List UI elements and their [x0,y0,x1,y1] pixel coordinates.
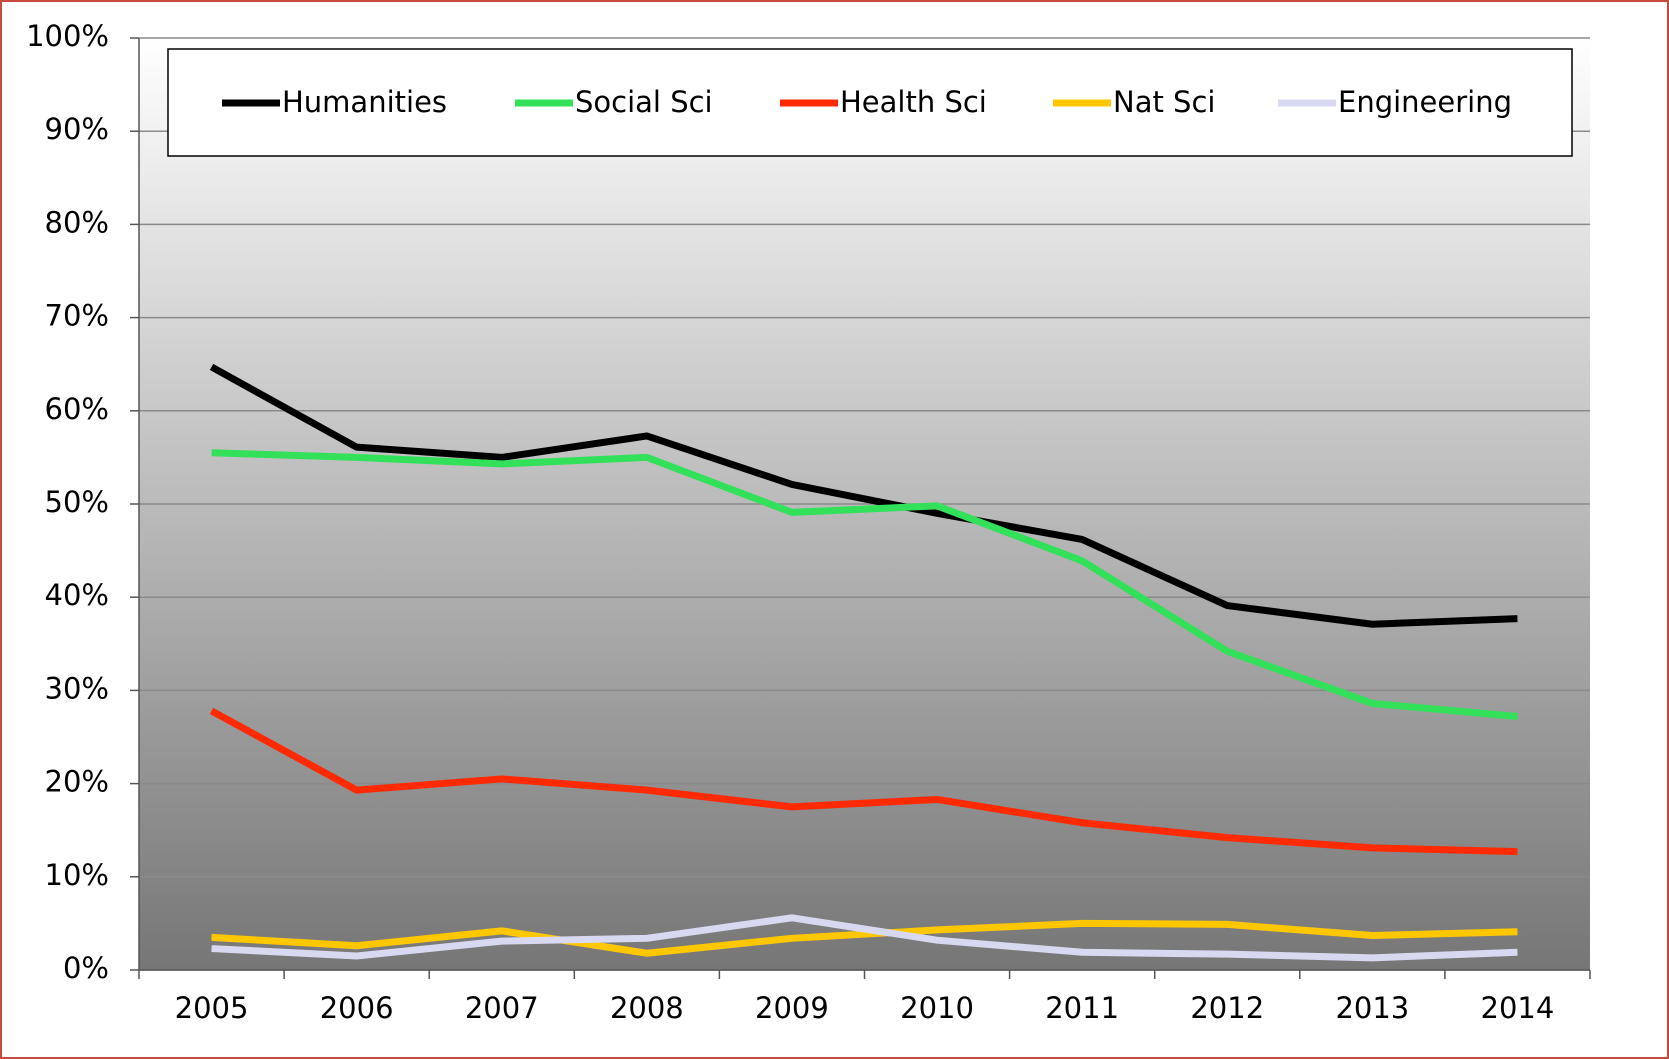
x-tick-label: 2012 [1190,991,1264,1025]
y-tick-label: 80% [45,205,109,239]
y-tick-label: 10% [45,858,109,892]
y-tick-label: 90% [45,112,109,146]
y-tick-label: 40% [45,578,109,612]
x-tick-label: 2007 [465,991,539,1025]
y-tick-label: 70% [45,299,109,333]
x-tick-label: 2006 [320,991,394,1025]
y-tick-label: 50% [45,485,109,519]
y-tick-label: 20% [45,765,109,799]
y-tick-label: 60% [45,392,109,426]
series-line [209,707,1518,856]
x-tick-label: 2010 [900,991,974,1025]
legend-label: Health Sci [840,85,987,119]
series-line [209,363,1518,628]
x-tick-label: 2011 [1045,991,1119,1025]
x-tick-label: 2014 [1481,991,1555,1025]
series-line [211,919,1518,957]
x-tick-label: 2013 [1335,991,1409,1025]
y-tick-label: 100% [26,19,109,53]
legend-label: Engineering [1338,85,1512,119]
legend-label: Humanities [282,85,447,119]
x-tick-label: 2009 [755,991,829,1025]
y-tick-label: 0% [63,951,109,985]
x-tick-label: 2008 [610,991,684,1025]
series-line [211,449,1518,720]
series-line [211,914,1518,962]
legend-label: Social Sci [575,85,713,119]
legend-label: Nat Sci [1113,85,1215,119]
x-tick-label: 2005 [175,991,249,1025]
y-tick-label: 30% [45,671,109,705]
legend-box [167,48,1573,157]
